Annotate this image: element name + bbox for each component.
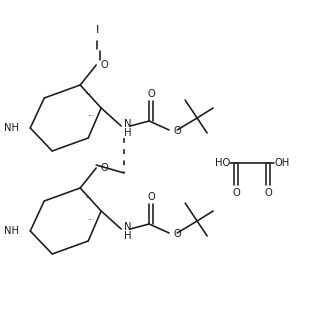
Text: ...: ...: [87, 110, 94, 118]
Text: N: N: [124, 119, 132, 129]
Text: HO: HO: [215, 158, 230, 168]
Text: I: I: [95, 25, 99, 35]
Text: H: H: [124, 231, 132, 241]
Text: ...: ...: [84, 87, 91, 96]
Text: O: O: [147, 89, 155, 99]
Text: O: O: [173, 229, 181, 239]
Text: O: O: [100, 163, 108, 173]
Text: NH: NH: [4, 226, 19, 236]
Text: N: N: [124, 222, 132, 232]
Text: OH: OH: [274, 158, 289, 168]
Text: O: O: [232, 188, 240, 198]
Text: O: O: [100, 60, 108, 70]
Text: O: O: [173, 126, 181, 136]
Text: NH: NH: [4, 123, 19, 133]
Text: H: H: [124, 128, 132, 138]
Text: O: O: [147, 192, 155, 202]
Text: O: O: [264, 188, 272, 198]
Text: ...: ...: [84, 190, 91, 200]
Text: ...: ...: [87, 213, 94, 221]
